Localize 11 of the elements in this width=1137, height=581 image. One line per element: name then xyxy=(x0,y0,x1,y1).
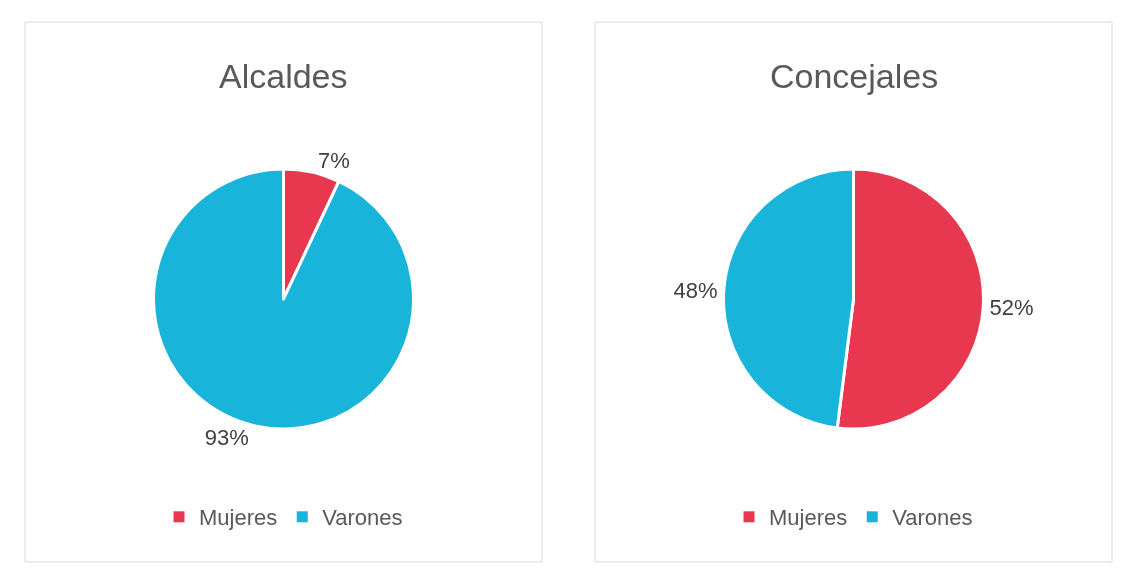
data-label: 93% xyxy=(204,425,249,451)
chart-title: Concejales xyxy=(770,57,939,95)
legend-label: Mujeres xyxy=(199,505,278,531)
data-label: 7% xyxy=(318,147,350,173)
pie-slice xyxy=(152,167,415,431)
data-label: 48% xyxy=(673,278,718,304)
legend-label: Varones xyxy=(892,505,973,531)
data-label: 52% xyxy=(989,294,1034,320)
legend-label: Varones xyxy=(322,505,403,531)
chart-title: Alcaldes xyxy=(219,57,348,95)
legend-label: Mujeres xyxy=(769,505,848,531)
